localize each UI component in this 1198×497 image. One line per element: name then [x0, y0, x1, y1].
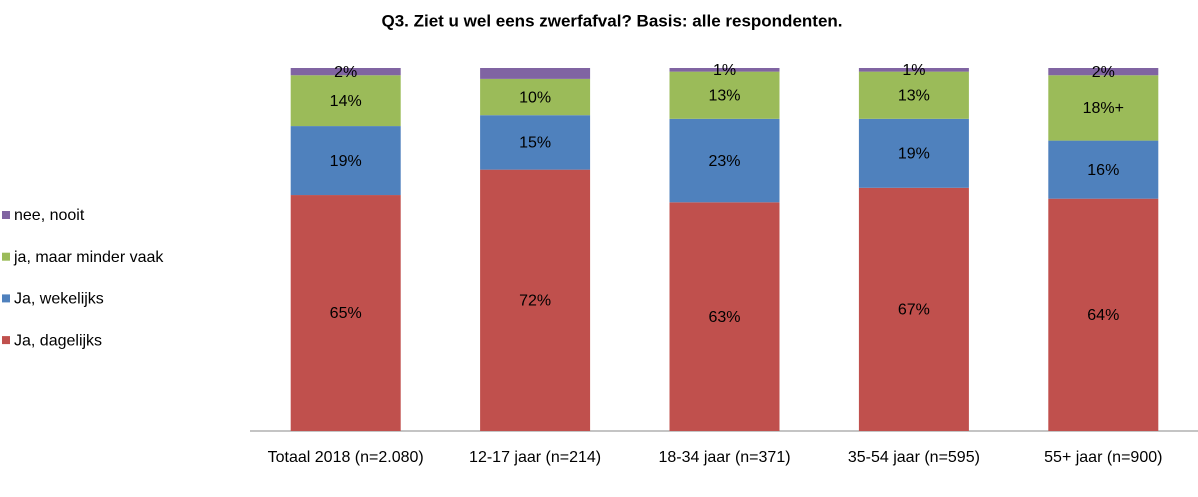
bar-segment [480, 169, 591, 431]
value-label: 14% [330, 93, 362, 110]
bar-segment [1048, 198, 1159, 431]
value-label: 13% [708, 87, 740, 104]
bar-segment [290, 75, 401, 127]
bar-segment [1048, 68, 1159, 76]
bar-segment [669, 68, 780, 72]
bar-segment [858, 187, 969, 431]
legend-label: ja, maar minder vaak [13, 249, 164, 266]
value-label: 15% [519, 135, 551, 152]
legend-label: Ja, dagelijks [14, 332, 102, 349]
x-tick-label: 12-17 jaar (n=214) [469, 449, 602, 466]
legend-swatch [2, 294, 10, 303]
value-label: 67% [898, 302, 930, 319]
bar-segment [290, 68, 401, 76]
bar-segment [858, 71, 969, 119]
bar-segment [480, 115, 591, 170]
value-label: 23% [708, 153, 740, 170]
value-label: 19% [898, 146, 930, 163]
bar-segment [858, 68, 969, 72]
bar-segment [1048, 75, 1159, 141]
bar-segment [669, 71, 780, 119]
bar-segment [290, 126, 401, 196]
x-tick-label: 18-34 jaar (n=371) [658, 449, 791, 466]
legend-swatch [2, 336, 10, 345]
value-label: 72% [519, 293, 551, 310]
bar-segment [858, 118, 969, 188]
legend-swatch [2, 252, 10, 261]
value-label: 16% [1087, 162, 1119, 179]
legend-label: nee, nooit [14, 207, 85, 224]
value-label: 63% [708, 309, 740, 326]
value-label: 2% [1092, 64, 1115, 81]
value-label: 1% [902, 62, 925, 79]
bar-segment [290, 195, 401, 431]
value-label: 13% [898, 87, 930, 104]
x-tick-label: 55+ jaar (n=900) [1044, 449, 1163, 466]
x-tick-label: 35-54 jaar (n=595) [847, 449, 980, 466]
value-label: 1% [713, 62, 736, 79]
bar-segment [480, 68, 591, 79]
bar-segment [480, 78, 591, 116]
bar-segment [669, 202, 780, 431]
chart-title: Q3. Ziet u wel eens zwerfafval? Basis: a… [381, 11, 842, 30]
x-tick-label: Totaal 2018 (n=2.080) [267, 449, 424, 466]
legend-label: Ja, wekelijks [14, 291, 104, 308]
value-label: 2% [334, 64, 357, 81]
bar-segment [669, 118, 780, 203]
bar-segment [1048, 140, 1159, 199]
value-label: 64% [1087, 307, 1119, 324]
value-label: 10% [519, 89, 551, 106]
legend-swatch [2, 211, 10, 219]
value-label: 65% [330, 305, 362, 322]
value-label: 18%+ [1083, 100, 1124, 117]
value-label: 19% [330, 153, 362, 170]
